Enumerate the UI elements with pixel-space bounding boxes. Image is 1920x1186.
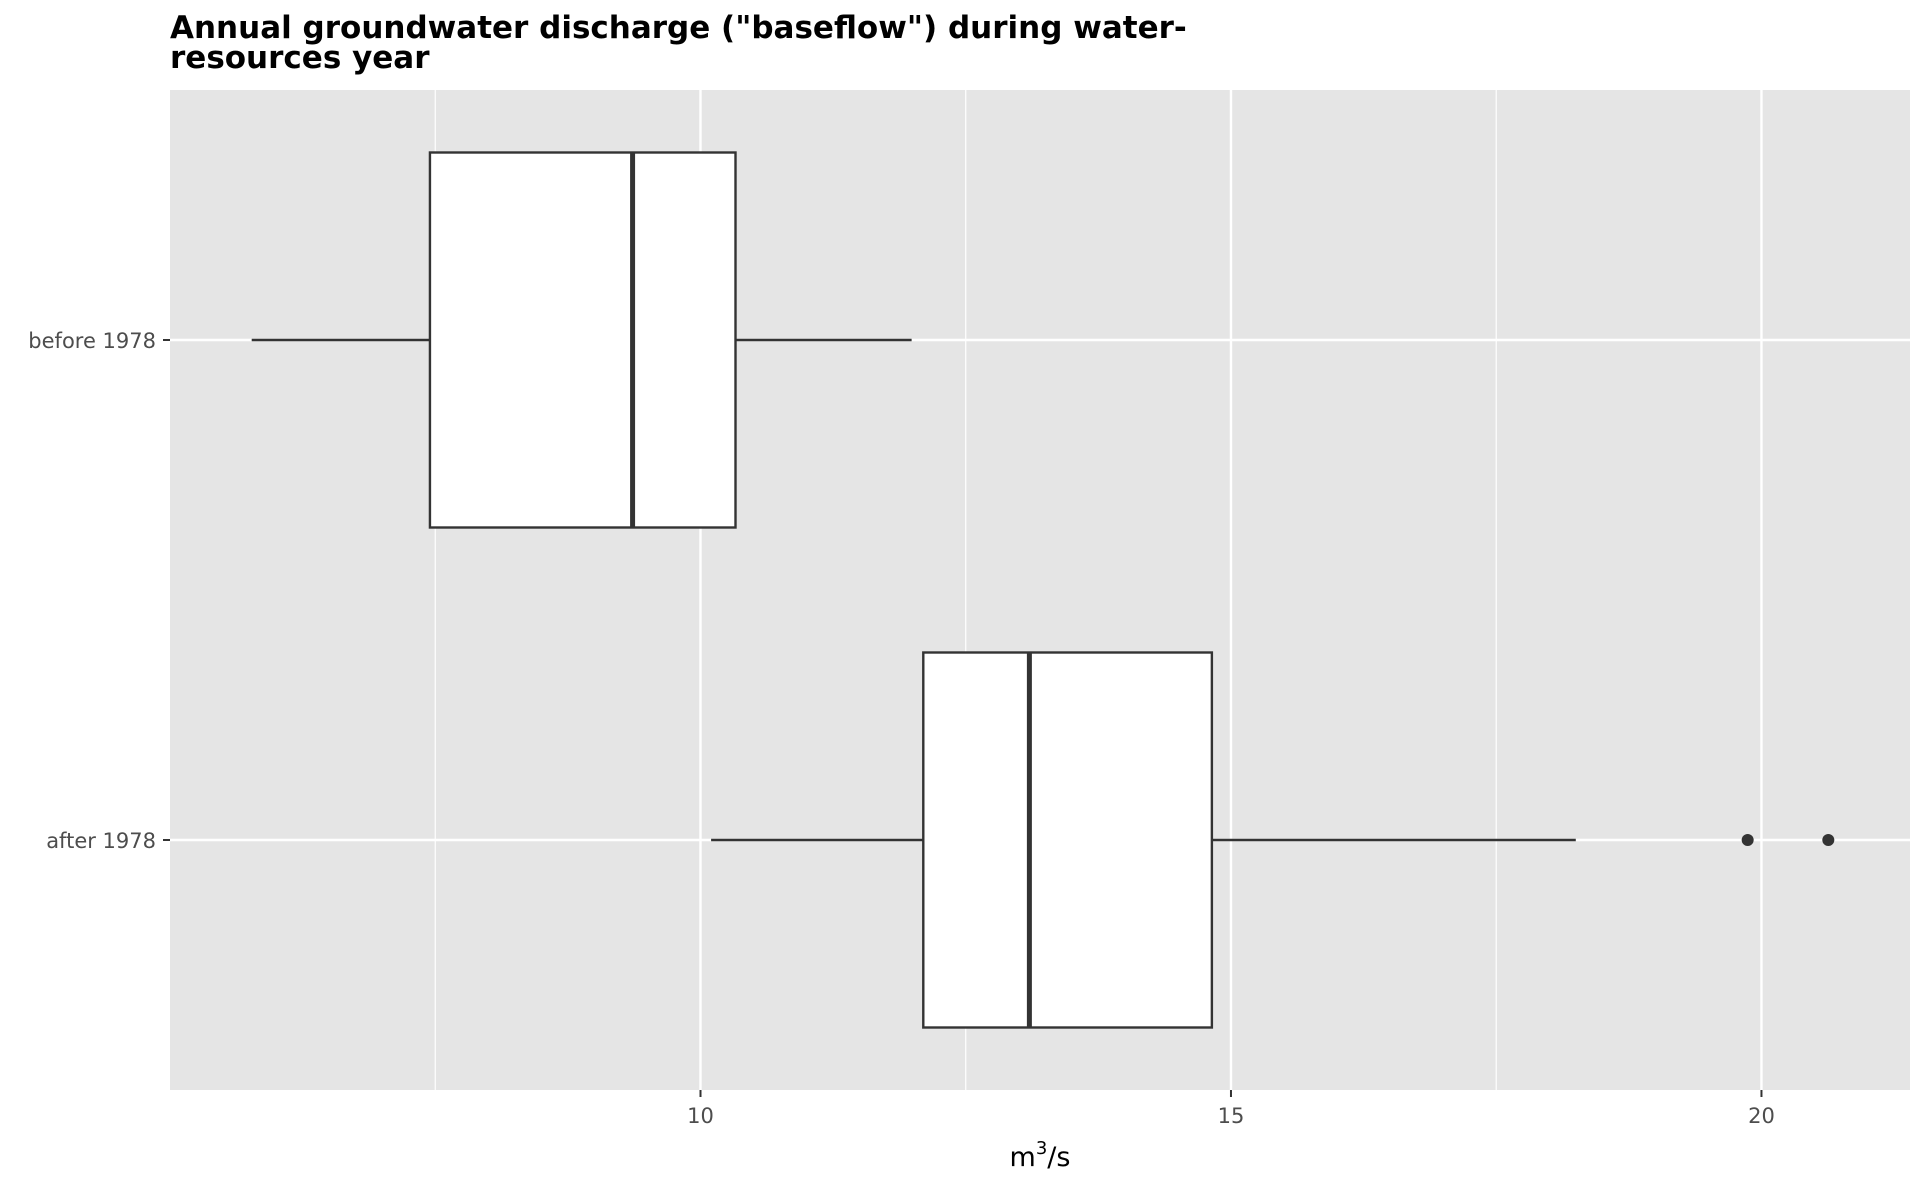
y-axis: before 1978 after 1978 (28, 329, 170, 853)
boxes (251, 151, 1835, 1029)
x-axis: 10 15 20 (687, 1090, 1775, 1128)
y-tick-label: after 1978 (46, 829, 156, 853)
chart-title-line-1: Annual groundwater discharge ("baseflow"… (170, 10, 1187, 46)
outlier-point (1822, 834, 1835, 846)
y-tick-label: before 1978 (28, 329, 156, 353)
chart-title-line-2: resources year (170, 40, 430, 76)
box-group (711, 651, 1835, 1029)
box-iqr (428, 151, 737, 529)
x-axis-title-suffix: /s (1047, 1142, 1070, 1173)
x-tick-label: 20 (1748, 1104, 1775, 1128)
x-axis-title-base: m (1010, 1142, 1036, 1173)
box-iqr (922, 651, 1214, 1029)
x-axis-title: m3/s (1010, 1138, 1071, 1173)
x-tick-label: 10 (687, 1104, 714, 1128)
outlier-point (1741, 834, 1754, 846)
x-tick-label: 15 (1218, 1104, 1245, 1128)
box-group (251, 151, 912, 529)
x-axis-title-superscript: 3 (1036, 1138, 1047, 1159)
